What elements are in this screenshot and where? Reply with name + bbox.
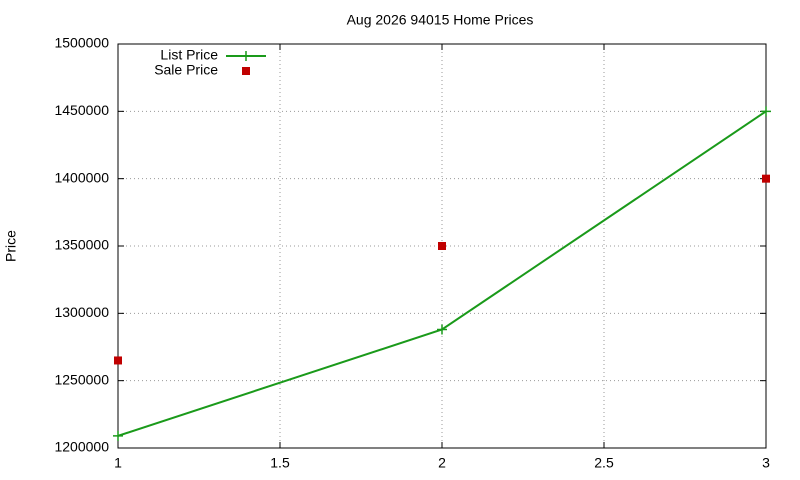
- y-tick-label: 1250000: [54, 371, 109, 387]
- legend-label: List Price: [160, 47, 218, 63]
- y-tick-label: 1350000: [54, 237, 109, 253]
- legend-marker: [241, 51, 251, 61]
- legend-marker: [242, 67, 250, 75]
- x-tick-label: 2: [438, 455, 446, 471]
- x-tick-label: 3: [762, 455, 770, 471]
- marker: [437, 324, 447, 335]
- marker: [438, 242, 446, 250]
- marker: [761, 106, 771, 117]
- x-tick-label: 2.5: [594, 455, 614, 471]
- y-axis-label: Price: [3, 230, 19, 262]
- legend-label: Sale Price: [154, 62, 218, 78]
- y-tick-label: 1300000: [54, 304, 109, 320]
- plot-border: [117, 43, 767, 449]
- y-tick-label: 1200000: [54, 439, 109, 455]
- x-tick-label: 1.5: [270, 455, 290, 471]
- y-tick-label: 1450000: [54, 102, 109, 118]
- x-tick-label: 1: [114, 455, 122, 471]
- marker: [113, 430, 123, 441]
- chart-title: Aug 2026 94015 Home Prices: [347, 12, 534, 28]
- y-tick-label: 1400000: [54, 169, 109, 185]
- y-tick-label: 1500000: [54, 35, 109, 51]
- marker: [114, 356, 122, 365]
- marker: [762, 174, 770, 183]
